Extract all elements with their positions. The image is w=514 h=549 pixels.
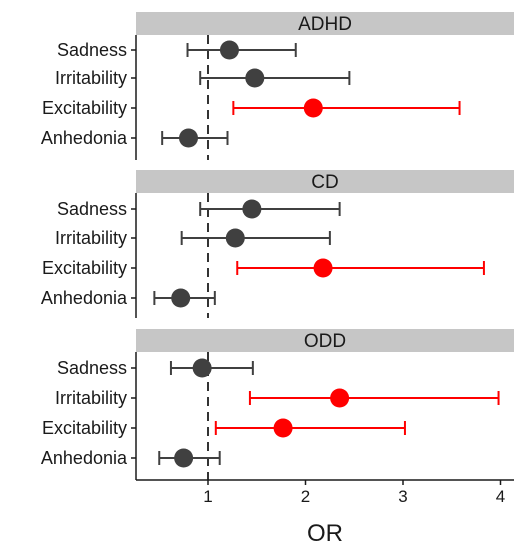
panel-strip	[136, 12, 514, 35]
category-label: Irritability	[55, 68, 127, 88]
x-tick-label: 1	[203, 487, 212, 506]
panel-title: ADHD	[298, 14, 352, 35]
x-axis-title: OR	[307, 520, 343, 547]
category-label: Sadness	[57, 199, 127, 219]
category-label: Irritability	[55, 388, 127, 408]
x-tick-label: 2	[301, 487, 310, 506]
x-tick-label: 4	[496, 487, 505, 506]
or-point	[245, 68, 265, 88]
category-label: Sadness	[57, 358, 127, 378]
or-point	[273, 418, 293, 438]
or-point	[330, 388, 350, 408]
category-label: Excitability	[42, 418, 127, 438]
or-point	[192, 358, 212, 378]
category-label: Anhedonia	[41, 448, 128, 468]
or-point	[219, 40, 239, 60]
or-point	[171, 288, 191, 308]
or-point	[303, 98, 323, 118]
or-point	[179, 128, 198, 148]
panel-strip	[136, 170, 514, 193]
panel-title: CD	[311, 172, 338, 193]
category-label: Excitability	[42, 98, 127, 118]
panel-strip	[136, 329, 514, 352]
or-point	[242, 199, 262, 219]
category-label: Sadness	[57, 40, 127, 60]
or-point	[225, 228, 245, 248]
or-point	[174, 448, 194, 468]
panel-title: ODD	[304, 331, 346, 352]
category-label: Anhedonia	[41, 288, 128, 308]
x-tick-label: 3	[398, 487, 407, 506]
category-label: Excitability	[42, 258, 127, 278]
or-point	[313, 258, 333, 278]
category-label: Irritability	[55, 228, 127, 248]
category-label: Anhedonia	[41, 128, 128, 148]
